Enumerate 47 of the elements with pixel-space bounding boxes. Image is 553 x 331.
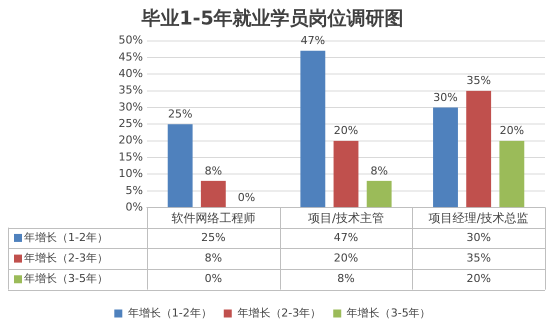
text: 35% (466, 74, 491, 88)
data-label: 30% (466, 230, 491, 244)
text: 8% (370, 164, 388, 178)
text: 8% (204, 164, 222, 178)
x-tick-label: 软件网络工程师 (171, 210, 256, 225)
legend-label: 年增长（1-2年） (24, 230, 108, 244)
y-tick-label: 25% (118, 117, 143, 130)
y-tick-label: 10% (118, 167, 143, 180)
data-label: 20% (466, 272, 491, 286)
y-tick-label: 35% (118, 84, 143, 97)
bar (366, 180, 392, 208)
y-tick-label: 40% (118, 67, 143, 80)
y-tick-label: 45% (118, 50, 143, 64)
data-label: 8% (204, 251, 222, 264)
text: 20% (334, 124, 358, 138)
bar (334, 140, 358, 208)
legend-label: 年增长（2-3年） (237, 306, 322, 320)
text: 年增长（3-5年） (24, 272, 108, 286)
text: 47% (300, 34, 326, 48)
text: 20% (500, 124, 524, 138)
text: 30% (433, 90, 458, 104)
bar (433, 108, 458, 208)
y-tick-label: 50% (118, 34, 143, 47)
data-label: 8% (337, 272, 355, 286)
bar (466, 90, 492, 208)
bar (200, 180, 226, 208)
y-tick-label: 20% (118, 134, 143, 147)
bar (168, 124, 193, 208)
x-tick-label: 项目/技术主管 (308, 210, 384, 225)
x-tick-label: 项目经理/技术总监 (428, 210, 529, 225)
legend-label: 年增长（3-5年） (346, 306, 431, 320)
y-tick-label: 0% (126, 200, 143, 214)
chart-title: 毕业1-5年就业学员岗位调研图 (140, 7, 404, 30)
text: 0% (238, 190, 256, 204)
bar (499, 140, 524, 208)
text: 年增长（1-2年） (128, 306, 212, 320)
bar (300, 50, 326, 208)
data-label: 20% (334, 251, 358, 264)
data-label: 25% (201, 230, 226, 244)
data-label: 47% (334, 230, 358, 244)
y-tick-label: 15% (118, 150, 143, 164)
data-label: 0% (204, 272, 222, 286)
y-tick-label: 30% (118, 100, 143, 114)
data-label: 35% (466, 251, 491, 264)
text: 25% (168, 108, 192, 121)
text: 年增长（2-3年） (24, 251, 108, 264)
y-tick-label: 5% (126, 184, 143, 197)
